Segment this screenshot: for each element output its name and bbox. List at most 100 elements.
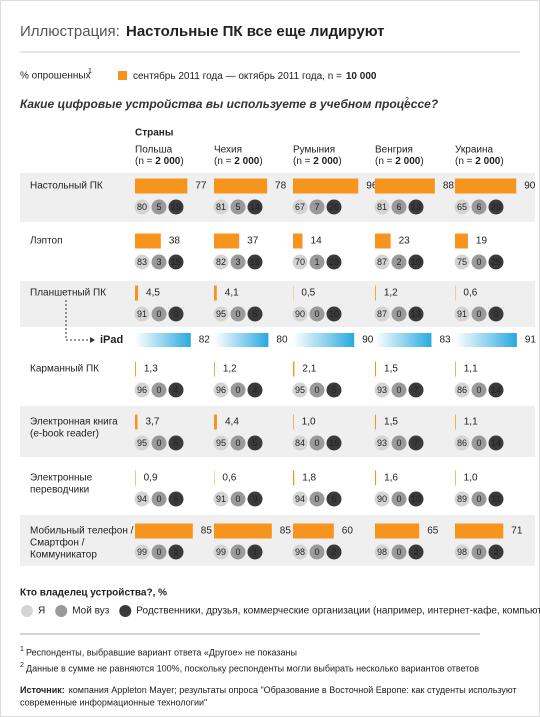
owner-value: 93 — [377, 385, 387, 395]
owner-value: 7 — [413, 385, 418, 395]
owner-value: 3 — [235, 257, 240, 267]
owner-circle — [247, 544, 263, 560]
owner-circle — [134, 544, 150, 560]
value-label: 0,6 — [222, 473, 236, 484]
legend-n: 10 000 — [346, 71, 377, 82]
sample-part: 2 000 — [475, 156, 500, 167]
owner-value: 0 — [314, 547, 319, 557]
owner-circle — [292, 382, 308, 398]
owner-value: 6 — [476, 202, 481, 212]
owner-legend-title: Кто владелец устройства?, % — [20, 588, 167, 599]
owner-value: 94 — [295, 494, 305, 504]
owner-value: 65 — [457, 202, 467, 212]
bar — [214, 333, 269, 347]
row-label: Коммуникатор — [30, 550, 97, 561]
owner-circle — [471, 544, 487, 560]
owner-circle — [230, 382, 246, 398]
country-name: Венгрия — [375, 145, 413, 156]
row-band — [20, 281, 535, 327]
owner-circle — [488, 435, 504, 451]
value-label: 19 — [476, 236, 488, 247]
owner-circle — [309, 382, 325, 398]
owner-circle — [309, 306, 325, 322]
value-label: 1,2 — [384, 288, 398, 299]
value-label: 88 — [443, 181, 455, 192]
owner-circle — [374, 254, 390, 270]
value-label: 4,5 — [146, 288, 160, 299]
owner-circle — [230, 544, 246, 560]
owner-circle — [471, 435, 487, 451]
owner-circle — [292, 254, 308, 270]
owner-circle — [134, 491, 150, 507]
owner-circle — [408, 199, 424, 215]
row-label: Смартфон / — [30, 537, 85, 549]
owner-value: 93 — [377, 438, 387, 448]
owner-circle — [408, 544, 424, 560]
owner-circle — [134, 199, 150, 215]
bar — [455, 470, 456, 486]
owner-value: 15 — [171, 257, 181, 267]
owner-circle — [168, 491, 184, 507]
value-label: 4,4 — [225, 417, 239, 428]
owner-circle — [471, 199, 487, 215]
bar — [293, 523, 334, 539]
owner-value: 98 — [457, 547, 467, 557]
footnote-ref: 1 — [20, 646, 24, 653]
owner-circle — [471, 254, 487, 270]
source-label: Источник: — [20, 685, 65, 695]
owner-circle — [151, 199, 167, 215]
owner-value: 5 — [235, 202, 240, 212]
owner-value: 2 — [493, 547, 498, 557]
owner-value: 0 — [156, 385, 161, 395]
owner-circle — [213, 491, 229, 507]
question: Какие цифровые устройства вы используете… — [20, 97, 439, 111]
owner-value: 11 — [491, 494, 500, 504]
value-label: 77 — [195, 181, 207, 192]
owner-value: 0 — [314, 438, 319, 448]
owner-value: 4 — [173, 385, 178, 395]
owner-circle — [391, 544, 407, 560]
owner-circle — [247, 435, 263, 451]
owner-circle — [374, 435, 390, 451]
owner-value: 9 — [173, 309, 178, 319]
owner-circle — [213, 306, 229, 322]
owner-legend-label: Родственники, друзья, коммерческие орган… — [136, 605, 540, 617]
owner-circle — [151, 254, 167, 270]
unit-note-ref: 1 — [88, 68, 92, 75]
owner-circle — [151, 435, 167, 451]
value-label: 14 — [311, 236, 323, 247]
owner-circle — [292, 544, 308, 560]
owner-value: 10 — [411, 494, 421, 504]
legend-text: сентябрь 2011 года — октябрь 2011 года, … — [133, 70, 377, 82]
row-label: Мобильный телефон / — [30, 525, 134, 537]
value-label: 65 — [427, 526, 439, 537]
owner-value: 14 — [250, 202, 260, 212]
owner-value: 70 — [295, 257, 305, 267]
owner-value: 96 — [137, 385, 147, 395]
value-label: 23 — [399, 236, 411, 247]
rows: Польша(n = 2 000)Чехия(n = 2 000)Румыния… — [30, 145, 536, 561]
owner-value: 95 — [216, 309, 226, 319]
sample-part: (n = — [214, 156, 234, 167]
bar — [293, 178, 359, 194]
owner-circle — [374, 491, 390, 507]
owner-value: 7 — [413, 438, 418, 448]
owner-circle — [309, 199, 325, 215]
value-label: 85 — [280, 526, 292, 537]
owner-circle — [309, 544, 325, 560]
owner-circle — [374, 544, 390, 560]
owner-value: 0 — [476, 547, 481, 557]
owner-value: 0 — [396, 547, 401, 557]
owner-circle — [230, 199, 246, 215]
owner-value: 5 — [252, 438, 257, 448]
bar — [455, 333, 517, 347]
owner-circle — [408, 491, 424, 507]
owner-value: 5 — [156, 202, 161, 212]
owner-value: 0 — [156, 547, 161, 557]
owner-value: 89 — [457, 494, 467, 504]
bar — [455, 233, 468, 249]
owner-value: 10 — [411, 257, 421, 267]
owner-circle — [168, 544, 184, 560]
country-name: Румыния — [293, 145, 335, 156]
